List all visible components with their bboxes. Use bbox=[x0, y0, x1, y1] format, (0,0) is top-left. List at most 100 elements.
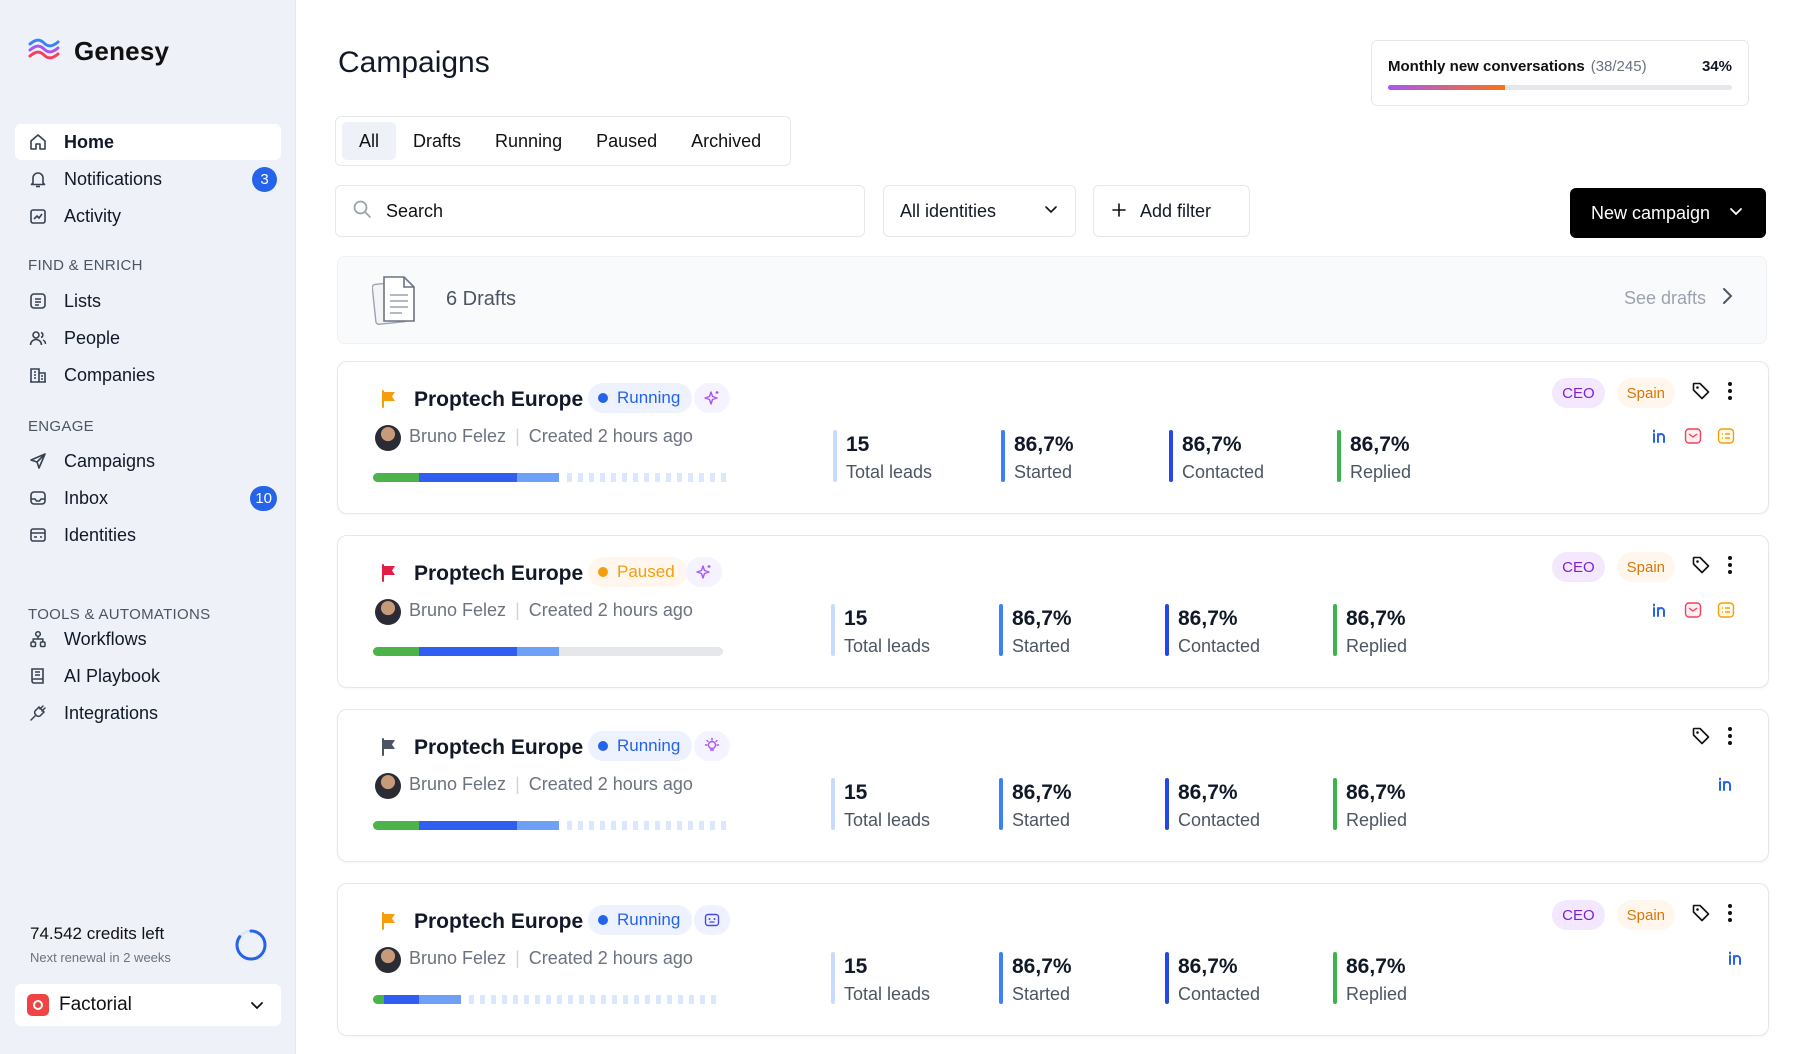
progress-pending bbox=[418, 995, 461, 1004]
campaign-channels bbox=[1650, 600, 1736, 620]
meta-separator: | bbox=[515, 774, 520, 794]
stat-value: 86,7% bbox=[1346, 781, 1406, 804]
new-campaign-label: New campaign bbox=[1591, 202, 1711, 223]
see-drafts-link[interactable]: See drafts bbox=[1624, 287, 1734, 310]
sidebar-item-integrations[interactable]: Integrations bbox=[15, 695, 281, 731]
identities-select[interactable]: All identities bbox=[883, 185, 1076, 237]
more-options-icon[interactable] bbox=[1727, 903, 1733, 928]
tag-spain[interactable]: Spain bbox=[1616, 552, 1675, 582]
email-icon bbox=[1683, 426, 1703, 446]
more-options-icon[interactable] bbox=[1727, 555, 1733, 580]
tab-archived[interactable]: Archived bbox=[691, 130, 762, 151]
progress-remaining-tick bbox=[588, 473, 594, 482]
campaign-card[interactable]: Proptech Europe Running Bruno Felez | Create… bbox=[337, 883, 1769, 1036]
tag-ceo[interactable]: CEO bbox=[1552, 552, 1605, 582]
sidebar-item-workflows[interactable]: Workflows bbox=[15, 621, 281, 657]
progress-remaining-tick bbox=[468, 995, 474, 1004]
stat-contacted: 86,7% Contacted bbox=[1165, 778, 1260, 830]
linkedin-icon bbox=[1716, 774, 1736, 794]
meta-separator: | bbox=[515, 426, 520, 446]
sidebar-item-inbox[interactable]: Inbox 10 bbox=[15, 480, 281, 516]
more-options-icon[interactable] bbox=[1727, 726, 1733, 751]
sidebar-item-ai-playbook[interactable]: AI Playbook bbox=[15, 658, 281, 694]
drafts-banner[interactable]: 6 Drafts See drafts bbox=[337, 256, 1767, 344]
stat-bar bbox=[999, 604, 1003, 656]
tag-ceo[interactable]: CEO bbox=[1552, 378, 1605, 408]
tag-ceo[interactable]: CEO bbox=[1552, 900, 1605, 930]
progress-remaining-tick bbox=[556, 995, 562, 1004]
tag-icon[interactable] bbox=[1691, 903, 1711, 928]
status-label: Paused bbox=[617, 562, 675, 581]
sidebar-item-campaigns[interactable]: Campaigns bbox=[15, 443, 281, 479]
progress-remaining-tick bbox=[710, 995, 716, 1004]
campaign-channels bbox=[1716, 774, 1736, 794]
flag-icon[interactable] bbox=[380, 389, 398, 414]
bell-icon bbox=[28, 169, 48, 189]
sidebar-item-lists[interactable]: Lists bbox=[15, 283, 281, 319]
campaign-card[interactable]: Proptech Europe Running Bruno Felez | Create… bbox=[337, 361, 1769, 514]
sidebar-item-identities[interactable]: Identities bbox=[15, 517, 281, 553]
flag-icon[interactable] bbox=[380, 911, 398, 936]
tab-paused[interactable]: Paused bbox=[596, 130, 658, 151]
stat-value: 15 bbox=[846, 433, 870, 456]
search-input[interactable] bbox=[386, 200, 806, 222]
campaign-tags bbox=[1687, 726, 1733, 751]
workspace-switcher[interactable]: Factorial bbox=[15, 984, 281, 1026]
campaign-name[interactable]: Proptech Europe bbox=[414, 562, 584, 585]
sidebar-item-people[interactable]: People bbox=[15, 320, 281, 356]
tag-icon[interactable] bbox=[1691, 555, 1711, 580]
tag-spain[interactable]: Spain bbox=[1616, 378, 1675, 408]
drafts-count: 6 Drafts bbox=[446, 288, 517, 310]
flag-icon[interactable] bbox=[380, 737, 398, 762]
campaign-card[interactable]: Proptech Europe Running Bruno Felez | Create… bbox=[337, 709, 1769, 862]
tab-drafts[interactable]: Drafts bbox=[413, 130, 462, 151]
search-box[interactable] bbox=[335, 185, 865, 237]
brand[interactable]: Genesy bbox=[28, 36, 169, 67]
bot-icon[interactable] bbox=[694, 905, 730, 935]
stat-bar bbox=[1337, 430, 1341, 482]
progress-remaining-tick bbox=[578, 995, 584, 1004]
stat-label: Started bbox=[1014, 462, 1073, 482]
progress-remaining-tick bbox=[720, 473, 726, 482]
stat-replied: 86,7% Replied bbox=[1333, 604, 1407, 656]
progress-remaining-tick bbox=[567, 995, 573, 1004]
campaign-name[interactable]: Proptech Europe bbox=[414, 736, 584, 759]
tab-all[interactable]: All bbox=[342, 122, 397, 160]
plug-icon bbox=[28, 703, 48, 723]
sidebar-item-notifications[interactable]: Notifications 3 bbox=[15, 161, 281, 197]
chevron-down-icon bbox=[1043, 201, 1059, 222]
stat-label: Contacted bbox=[1178, 810, 1261, 830]
list-icon bbox=[28, 291, 48, 311]
tag-icon[interactable] bbox=[1691, 726, 1711, 751]
plus-icon bbox=[1112, 201, 1126, 222]
sidebar-item-activity[interactable]: Activity bbox=[15, 198, 281, 234]
count-badge: 3 bbox=[252, 167, 277, 192]
new-campaign-button[interactable]: New campaign bbox=[1570, 188, 1766, 238]
stat-started: 86,7% Started bbox=[1001, 430, 1074, 482]
campaign-name[interactable]: Proptech Europe bbox=[414, 388, 584, 411]
progress-remaining-tick bbox=[643, 473, 649, 482]
status-badge: Running bbox=[588, 383, 693, 413]
tab-running[interactable]: Running bbox=[495, 130, 563, 151]
created-time: Created 2 hours ago bbox=[528, 948, 693, 968]
progress-remaining-tick bbox=[577, 473, 583, 482]
tag-spain[interactable]: Spain bbox=[1616, 900, 1675, 930]
stat-label: Total leads bbox=[846, 462, 933, 482]
campaign-name[interactable]: Proptech Europe bbox=[414, 910, 584, 933]
people-icon bbox=[28, 328, 48, 348]
sparkle-icon[interactable] bbox=[694, 383, 730, 413]
sparkle-icon[interactable] bbox=[686, 557, 722, 587]
stat-value: 86,7% bbox=[1178, 781, 1238, 804]
stat-bar bbox=[1333, 604, 1337, 656]
stat-label: Total leads bbox=[844, 984, 931, 1004]
flag-icon[interactable] bbox=[380, 563, 398, 588]
more-options-icon[interactable] bbox=[1727, 381, 1733, 406]
stat-total-leads: 15 Total leads bbox=[833, 430, 932, 482]
factorial-logo-icon bbox=[27, 994, 49, 1016]
add-filter-button[interactable]: Add filter bbox=[1093, 185, 1250, 237]
sidebar-item-home[interactable]: Home bbox=[15, 124, 281, 160]
tag-icon[interactable] bbox=[1691, 381, 1711, 406]
sidebar-item-companies[interactable]: Companies bbox=[15, 357, 281, 393]
campaign-card[interactable]: Proptech Europe Paused Bruno Felez | Created… bbox=[337, 535, 1769, 688]
bulb-icon[interactable] bbox=[694, 731, 730, 761]
